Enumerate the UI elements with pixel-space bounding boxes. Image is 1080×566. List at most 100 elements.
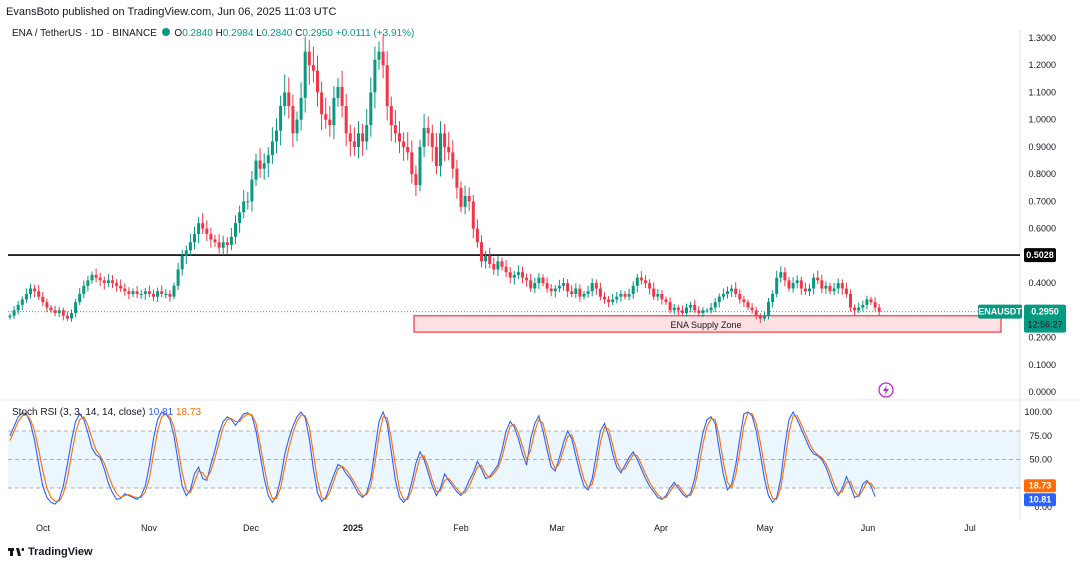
candle-body — [865, 299, 869, 305]
candle-body — [377, 51, 381, 60]
candle-body — [750, 307, 754, 311]
candle-body — [8, 315, 12, 318]
candle-body — [598, 288, 602, 297]
footer-brand[interactable]: TradingView — [8, 546, 93, 558]
open-value: 0.2840 — [182, 28, 213, 39]
last-price-label: 0.2950 — [1031, 307, 1059, 317]
candle-body — [488, 255, 492, 265]
candle-body — [443, 133, 447, 147]
candle-body — [365, 125, 369, 142]
resistance-tag — [1024, 248, 1056, 263]
stoch-d-value: 18.73 — [176, 407, 202, 418]
candle-body — [738, 293, 742, 300]
candle-body — [348, 133, 352, 142]
stoch-rsi-legend: Stoch RSI (3, 3, 14, 14, close) 10.81 18… — [12, 407, 201, 418]
candle-body — [74, 302, 78, 314]
candle-body — [721, 293, 725, 297]
candle-body — [529, 280, 533, 289]
candle-body — [123, 288, 127, 292]
candle-body — [697, 310, 701, 314]
candle-body — [705, 310, 709, 312]
candle-body — [418, 146, 422, 186]
candle-body — [455, 168, 459, 188]
flash-icon-bolt — [883, 385, 889, 396]
candle-body — [754, 310, 758, 316]
candle-body — [98, 277, 102, 281]
candle-body — [480, 242, 483, 262]
candle-body — [234, 223, 237, 237]
symbol-name[interactable]: ENA / TetherUS · 1D · BINANCE — [12, 28, 157, 39]
candle-body — [426, 127, 430, 134]
candle-body — [545, 283, 549, 289]
candle-body — [135, 291, 139, 294]
candle-body — [410, 152, 414, 175]
candle-body — [562, 283, 565, 286]
candle-body — [627, 293, 631, 297]
candle-body — [131, 291, 135, 294]
candle-body — [291, 106, 295, 134]
candle-body — [402, 141, 406, 147]
candle-body — [578, 288, 582, 297]
candle-body — [857, 307, 861, 311]
candle-body — [94, 274, 98, 278]
candle-body — [217, 242, 221, 248]
candle-body — [713, 302, 717, 308]
candle-body — [496, 261, 500, 270]
candle-body — [439, 133, 442, 166]
candle-body — [648, 283, 652, 289]
stoch-rsi-label[interactable]: Stoch RSI (3, 3, 14, 14, close) — [12, 407, 146, 418]
candle-body — [414, 174, 418, 186]
candle-body — [328, 119, 332, 126]
candle-body — [701, 310, 705, 314]
candle-body — [664, 299, 668, 303]
candle-body — [86, 280, 90, 286]
candle-body — [258, 160, 262, 169]
candle-body — [242, 201, 246, 213]
candle-body — [213, 239, 217, 243]
candle-body — [795, 280, 799, 284]
candle-body — [156, 291, 160, 297]
candle-body — [389, 106, 393, 126]
time-axis-tick: Jun — [861, 523, 876, 533]
candle-body — [250, 179, 254, 202]
candle-body — [172, 285, 176, 297]
candle-body — [816, 277, 820, 281]
candle-body — [16, 304, 20, 311]
candle-body — [78, 293, 82, 303]
candle-body — [422, 127, 426, 147]
candle-body — [352, 141, 356, 147]
candle-body — [787, 280, 791, 289]
candle-body — [615, 296, 619, 300]
candles — [8, 33, 881, 323]
candle-body — [644, 280, 647, 284]
candle-body — [70, 313, 73, 319]
candle-body — [106, 280, 110, 284]
candle-body — [582, 293, 586, 297]
candle-body — [652, 288, 656, 297]
candle-body — [57, 310, 61, 314]
candle-body — [127, 291, 131, 294]
candle-body — [20, 299, 24, 305]
candle-body — [385, 65, 389, 107]
close-label: C — [295, 28, 303, 39]
candle-body — [324, 114, 328, 120]
candle-body — [53, 310, 57, 314]
candle-body — [607, 299, 611, 303]
time-axis-tick: Nov — [141, 523, 158, 533]
candle-body — [45, 302, 49, 308]
low-value: 0.2840 — [261, 28, 293, 39]
candle-body — [840, 283, 844, 289]
publisher-line: EvansBoto published on TradingView.com, … — [6, 6, 337, 18]
candle-body — [656, 293, 660, 297]
candle-body — [500, 261, 504, 267]
candle-body — [877, 307, 881, 312]
candle-body — [299, 97, 303, 120]
price-axis-tick: 1.3000 — [1028, 33, 1056, 43]
candle-body — [197, 223, 201, 235]
candle-body — [471, 201, 475, 229]
candle-body — [844, 288, 848, 294]
candle-body — [303, 51, 307, 98]
candle-body — [631, 285, 635, 294]
candle-body — [12, 310, 16, 316]
